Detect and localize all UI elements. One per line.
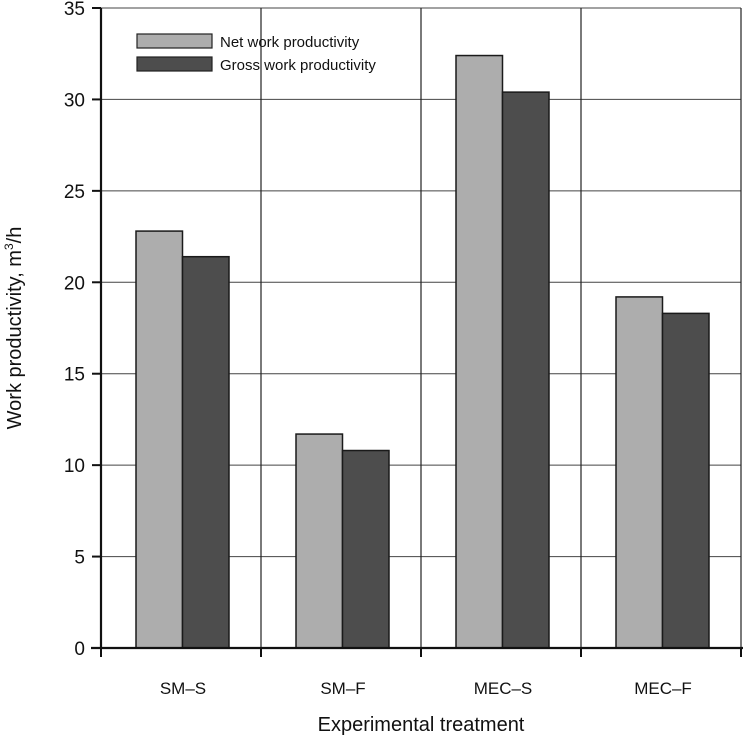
y-tick-label-2: 10 — [64, 456, 85, 477]
legend-label-net: Net work productivity — [220, 34, 360, 51]
bar-gross-2 — [501, 91, 550, 649]
x-category-label-3: MEC–F — [634, 679, 692, 698]
legend-swatch-gross — [136, 56, 213, 72]
bar-gross-0 — [181, 255, 230, 649]
y-tick-label-7: 35 — [64, 0, 85, 20]
x-category-label-1: SM–F — [320, 679, 365, 698]
bar-net-2 — [455, 54, 504, 649]
y-axis-title: Work productivity, m3/h — [2, 227, 26, 430]
x-category-label-0: SM–S — [160, 679, 206, 698]
bar-gross-1 — [341, 449, 390, 649]
x-category-label-2: MEC–S — [474, 679, 533, 698]
y-tick-label-6: 30 — [64, 90, 85, 111]
legend-label-gross: Gross work productivity — [220, 57, 376, 74]
y-tick-label-0: 0 — [74, 639, 85, 660]
bar-net-3 — [615, 296, 664, 649]
bars — [135, 54, 710, 649]
y-tick-label-4: 20 — [64, 273, 85, 294]
y-tick-label-1: 5 — [74, 548, 85, 569]
y-axis-title-tail: /h — [4, 227, 26, 244]
x-category-labels: SM–S SM–F MEC–S MEC–F — [160, 679, 692, 698]
y-tick-label-3: 15 — [64, 365, 85, 386]
bar-net-0 — [135, 230, 184, 649]
axes — [91, 7, 743, 657]
legend: Net work productivity Gross work product… — [136, 33, 376, 74]
y-tick-label-5: 25 — [64, 182, 85, 203]
y-axis-title-main: Work productivity, m — [4, 250, 26, 429]
x-axis-title: Experimental treatment — [318, 714, 525, 736]
bar-gross-3 — [661, 312, 710, 649]
legend-swatch-net — [136, 33, 213, 49]
bar-net-1 — [295, 433, 344, 649]
y-tick-labels: 0 5 10 15 20 25 30 35 — [64, 0, 85, 660]
y-axis-title-sup: 3 — [2, 243, 16, 250]
